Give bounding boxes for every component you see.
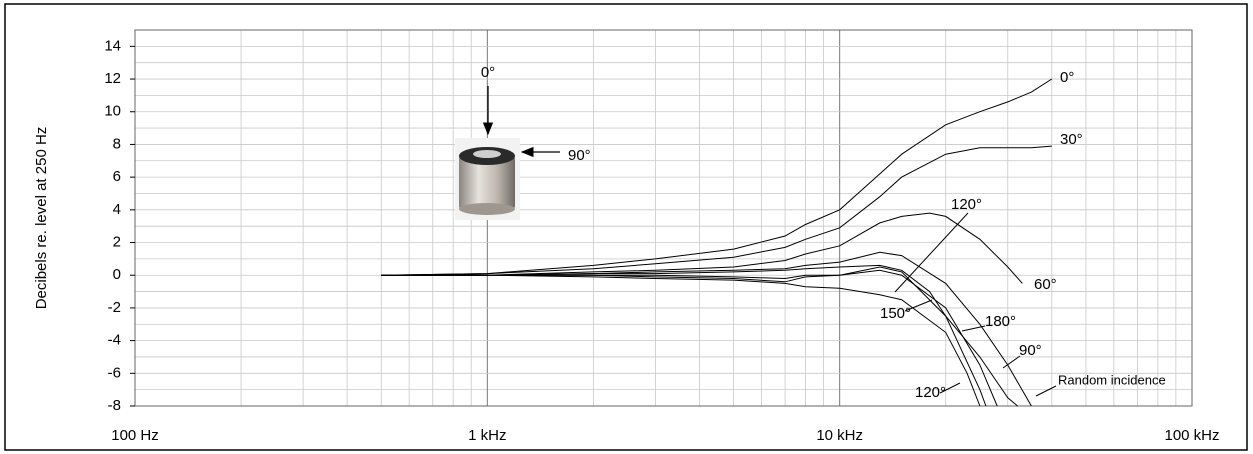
mic-base — [459, 203, 515, 215]
y-tick-label: 14 — [104, 37, 121, 54]
y-tick-label: 0 — [113, 266, 121, 283]
y-tick-label: -4 — [108, 332, 121, 349]
y-tick-label: -8 — [108, 397, 121, 414]
x-tick-label: 100 Hz — [111, 427, 159, 444]
x-tick-label: 100 kHz — [1164, 427, 1219, 444]
series-line — [381, 267, 986, 406]
leader-line — [1036, 386, 1056, 396]
microphone-photo — [455, 138, 520, 220]
series-label: 150° — [880, 305, 911, 322]
series-label: 120° — [951, 196, 982, 213]
chart: Decibels re. level at 250 Hz 0° 90° 100 … — [0, 0, 1253, 454]
y-tick-label: 4 — [113, 201, 121, 218]
y-axis-label: Decibels re. level at 250 Hz — [33, 127, 50, 310]
series-label: 0° — [1060, 69, 1074, 86]
arrow-label: 90° — [568, 147, 591, 164]
y-tick-label: 8 — [113, 135, 121, 152]
series-line — [381, 270, 997, 406]
y-tick-label: 12 — [104, 70, 121, 87]
series-label: Random incidence — [1058, 372, 1166, 387]
y-tick-label: 10 — [104, 103, 121, 120]
mic-diaphragm — [473, 150, 501, 158]
series-label: 30° — [1060, 131, 1083, 148]
series-label: 180° — [985, 313, 1016, 330]
leader-line — [962, 326, 985, 331]
arrow-label: 0° — [481, 64, 495, 81]
leader-line — [895, 213, 968, 292]
y-tick-label: -6 — [108, 364, 121, 381]
series-label: 90° — [1019, 342, 1042, 359]
y-tick-label: 2 — [113, 233, 121, 250]
series-label: 60° — [1034, 276, 1057, 293]
y-tick-label: -2 — [108, 299, 121, 316]
x-tick-label: 1 kHz — [468, 427, 506, 444]
y-tick-label: 6 — [113, 168, 121, 185]
x-tick-label: 10 kHz — [816, 427, 863, 444]
